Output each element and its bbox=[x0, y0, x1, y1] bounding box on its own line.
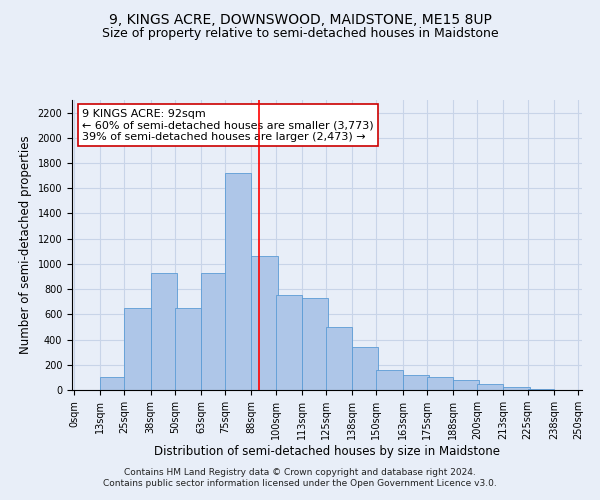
Bar bbox=[302, 298, 328, 390]
Bar bbox=[100, 378, 127, 390]
Bar bbox=[275, 296, 302, 390]
Bar bbox=[427, 378, 453, 390]
Text: Contains HM Land Registry data © Crown copyright and database right 2024.
Contai: Contains HM Land Registry data © Crown c… bbox=[103, 468, 497, 487]
Bar bbox=[124, 308, 151, 390]
Bar bbox=[201, 272, 227, 390]
Bar bbox=[376, 370, 403, 390]
Bar bbox=[503, 388, 530, 390]
Bar bbox=[352, 347, 379, 390]
Bar bbox=[477, 384, 503, 390]
Bar bbox=[175, 308, 201, 390]
Bar bbox=[403, 375, 429, 390]
Bar bbox=[151, 272, 177, 390]
Bar bbox=[225, 173, 251, 390]
Text: 9 KINGS ACRE: 92sqm
← 60% of semi-detached houses are smaller (3,773)
39% of sem: 9 KINGS ACRE: 92sqm ← 60% of semi-detach… bbox=[82, 108, 374, 142]
Bar bbox=[326, 327, 352, 390]
Bar bbox=[527, 388, 554, 390]
Text: 9, KINGS ACRE, DOWNSWOOD, MAIDSTONE, ME15 8UP: 9, KINGS ACRE, DOWNSWOOD, MAIDSTONE, ME1… bbox=[109, 12, 491, 26]
Text: Size of property relative to semi-detached houses in Maidstone: Size of property relative to semi-detach… bbox=[101, 28, 499, 40]
Bar bbox=[251, 256, 278, 390]
X-axis label: Distribution of semi-detached houses by size in Maidstone: Distribution of semi-detached houses by … bbox=[154, 445, 500, 458]
Bar bbox=[453, 380, 479, 390]
Y-axis label: Number of semi-detached properties: Number of semi-detached properties bbox=[19, 136, 32, 354]
